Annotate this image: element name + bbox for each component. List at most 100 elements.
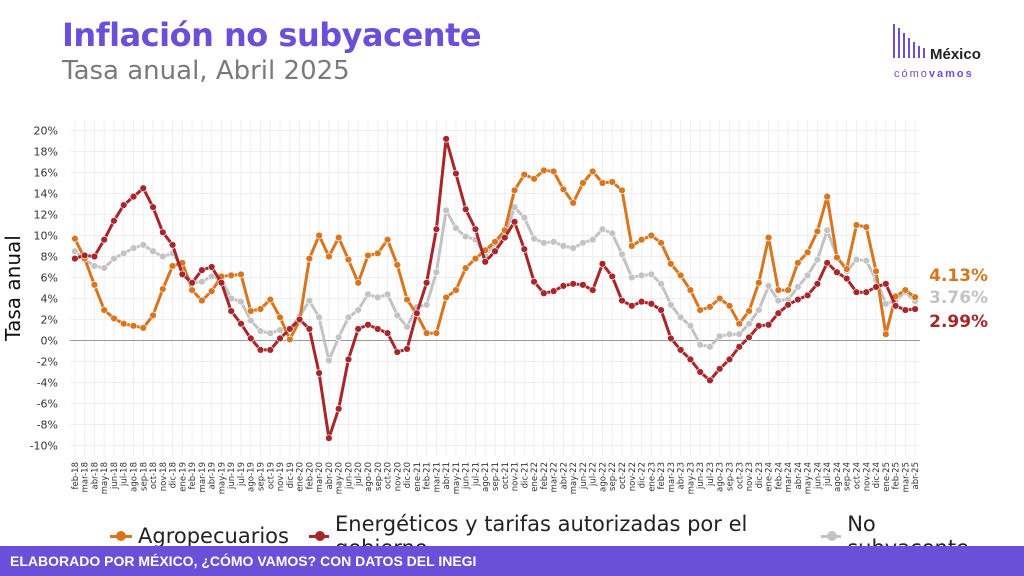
data-point: [725, 355, 734, 364]
x-tick-label: ene-20: [296, 462, 306, 492]
data-point: [901, 306, 910, 314]
x-tick-label: ago-23: [716, 462, 726, 492]
data-point: [422, 329, 431, 337]
x-tick-label: ago-24: [833, 462, 843, 492]
data-point: [422, 301, 431, 309]
x-tick-label: ene-22: [530, 462, 540, 492]
legend-item-energeticos: Energéticos y tarifas autorizadas por el…: [308, 512, 801, 560]
data-point: [461, 264, 470, 272]
x-tick-label: ene-24: [765, 462, 775, 492]
data-point: [207, 263, 216, 271]
data-point: [129, 322, 138, 330]
data-point: [882, 280, 890, 288]
data-point: [374, 325, 382, 333]
data-point: [520, 213, 529, 222]
x-tick-label: ago-22: [598, 462, 608, 492]
x-tick-label: oct-24: [852, 462, 862, 489]
data-point: [403, 345, 411, 353]
data-point: [540, 239, 548, 247]
data-point: [305, 296, 314, 305]
legend-label-agropecuarios: Agropecuarios: [138, 524, 289, 548]
x-tick-label: nov-24: [862, 462, 872, 491]
x-tick-label: jun-23: [696, 462, 706, 490]
data-point: [569, 280, 577, 288]
x-tick-label: may-20: [335, 462, 345, 494]
y-tick-label: 8%: [41, 251, 58, 264]
data-point: [247, 334, 255, 343]
data-point: [589, 286, 597, 294]
x-tick-label: dic-20: [403, 462, 413, 488]
data-point: [90, 252, 99, 261]
data-point: [618, 296, 626, 305]
data-point: [452, 224, 460, 232]
x-tick-label: feb-25: [892, 462, 902, 490]
x-tick-label: sep-24: [843, 462, 853, 491]
data-point: [540, 166, 548, 175]
x-tick-label: abr-22: [559, 462, 569, 489]
y-tick-label: 2%: [41, 314, 58, 327]
data-point: [501, 233, 509, 242]
data-point: [120, 320, 128, 328]
data-point: [198, 296, 206, 305]
x-tick-label: feb-20: [305, 462, 315, 490]
data-point: [618, 186, 626, 195]
data-point: [549, 287, 558, 295]
footer-source: ELABORADO POR MÉXICO, ¿CÓMO VAMOS? CON D…: [0, 546, 1024, 576]
x-tick-label: oct-21: [501, 462, 511, 489]
data-point: [198, 266, 206, 274]
data-point: [393, 348, 401, 356]
data-point: [149, 203, 157, 211]
x-tick-label: may-19: [217, 462, 227, 494]
legend-swatch-no-subyacente: [821, 529, 842, 543]
data-point: [579, 281, 587, 289]
data-point: [256, 305, 265, 313]
x-tick-label: nov-18: [159, 462, 169, 491]
data-point: [774, 309, 783, 317]
x-tick-label: oct-20: [384, 462, 394, 489]
x-tick-label: jun-22: [579, 462, 589, 490]
x-tick-label: ago-20: [364, 462, 374, 492]
data-point: [911, 305, 919, 313]
data-point: [383, 290, 392, 298]
data-point: [784, 301, 792, 309]
x-tick-label: ene-21: [413, 462, 423, 492]
logo-word-vamos: vamos: [928, 68, 974, 80]
data-point: [286, 335, 294, 344]
data-point: [559, 185, 568, 194]
data-point: [432, 268, 441, 276]
data-point: [413, 309, 421, 317]
x-tick-label: sep-20: [374, 462, 384, 491]
x-tick-label: nov-19: [276, 462, 286, 491]
data-point: [813, 280, 822, 288]
data-point: [833, 253, 841, 262]
data-point: [393, 261, 401, 269]
data-point: [755, 279, 763, 287]
data-point: [647, 270, 656, 279]
data-point: [686, 355, 695, 364]
data-point: [510, 218, 519, 226]
data-point: [843, 274, 851, 283]
x-tick-label: jul-21: [471, 462, 481, 487]
data-point: [403, 295, 411, 304]
data-point: [530, 278, 538, 286]
data-point: [667, 334, 675, 343]
data-point: [237, 297, 245, 306]
data-point: [227, 307, 235, 315]
data-point: [852, 288, 861, 296]
data-point: [755, 322, 763, 330]
data-point: [852, 255, 861, 264]
data-point: [334, 233, 343, 242]
x-tick-label: may-24: [804, 462, 814, 494]
data-point: [90, 262, 99, 270]
data-point: [813, 227, 822, 236]
data-point: [198, 278, 206, 286]
data-point: [716, 332, 724, 340]
data-point: [569, 199, 577, 207]
x-tick-label: mar-24: [784, 462, 794, 492]
data-point: [774, 296, 783, 305]
x-tick-label: feb-24: [774, 462, 784, 490]
data-point: [432, 225, 441, 233]
data-point: [794, 295, 802, 304]
data-point: [657, 239, 665, 247]
data-point: [364, 321, 372, 329]
